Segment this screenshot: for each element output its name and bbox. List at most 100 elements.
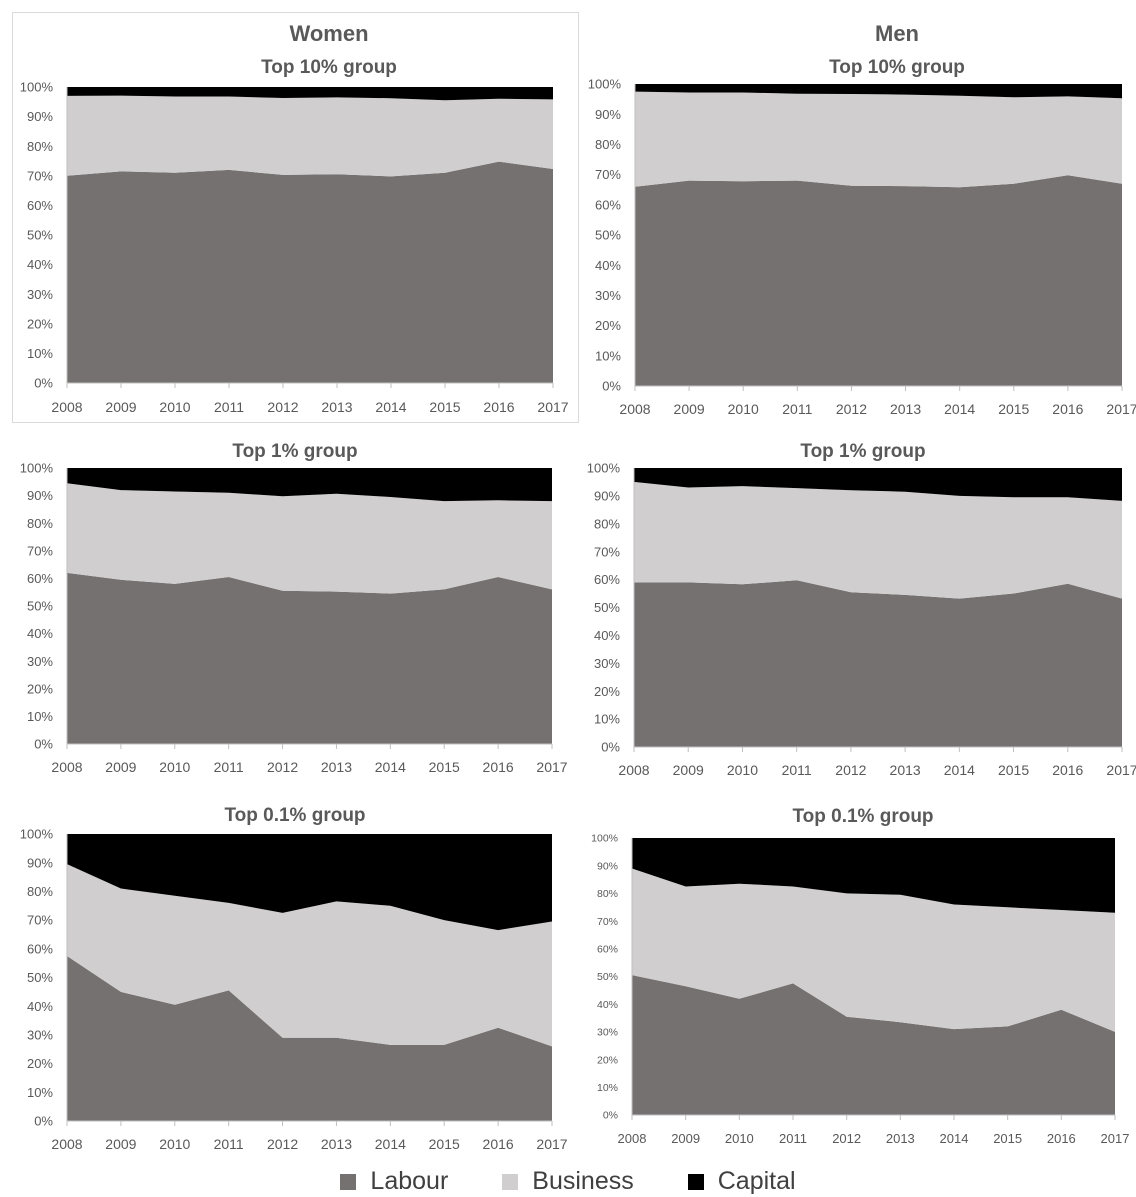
y-tick-label: 90% xyxy=(595,107,621,122)
x-tick-label: 2012 xyxy=(832,1131,861,1146)
y-tick-label: 60% xyxy=(595,197,621,212)
y-tick-label: 0% xyxy=(34,376,53,391)
x-tick-label: 2010 xyxy=(159,399,190,415)
y-tick-label: 100% xyxy=(20,80,54,95)
y-tick-label: 100% xyxy=(20,827,54,842)
x-tick-label: 2011 xyxy=(214,1136,244,1152)
y-tick-label: 0% xyxy=(602,379,621,394)
x-tick-label: 2017 xyxy=(1106,401,1136,417)
y-tick-label: 90% xyxy=(594,488,620,503)
area-business xyxy=(67,483,552,594)
y-tick-label: 20% xyxy=(595,318,621,333)
y-tick-label: 60% xyxy=(597,943,618,955)
x-tick-label: 2016 xyxy=(1052,762,1083,778)
y-tick-label: 30% xyxy=(597,1027,618,1039)
x-tick-label: 2015 xyxy=(429,399,460,415)
x-tick-label: 2012 xyxy=(267,759,298,775)
x-tick-label: 2010 xyxy=(159,1136,190,1152)
legend-swatch-labour xyxy=(340,1173,357,1190)
x-tick-label: 2009 xyxy=(105,1136,136,1152)
x-tick-label: 2011 xyxy=(779,1131,807,1146)
y-tick-label: 40% xyxy=(27,626,53,641)
chart-title: Top 10% group xyxy=(829,57,965,78)
y-tick-label: 0% xyxy=(601,740,620,755)
x-tick-label: 2012 xyxy=(267,399,298,415)
x-tick-label: 2014 xyxy=(375,1136,406,1152)
x-tick-label: 2011 xyxy=(782,401,812,417)
y-tick-label: 50% xyxy=(597,971,618,983)
chart-title: Top 1% group xyxy=(800,441,925,462)
area-business xyxy=(635,91,1122,188)
legend: Labour Business Capital xyxy=(0,1166,1136,1197)
x-tick-label: 2009 xyxy=(105,759,136,775)
x-tick-label: 2015 xyxy=(998,762,1029,778)
x-tick-label: 2008 xyxy=(51,1136,82,1152)
x-tick-label: 2013 xyxy=(321,759,352,775)
x-tick-label: 2015 xyxy=(429,759,460,775)
y-tick-label: 90% xyxy=(27,109,53,124)
y-tick-label: 80% xyxy=(27,884,53,899)
chart-title: Top 0.1% group xyxy=(224,805,365,826)
legend-label-labour: Labour xyxy=(370,1167,449,1195)
area-business xyxy=(634,481,1122,599)
y-tick-label: 50% xyxy=(595,228,621,243)
y-tick-label: 50% xyxy=(27,599,53,614)
y-tick-label: 40% xyxy=(27,999,53,1014)
y-tick-label: 30% xyxy=(27,1027,53,1042)
x-tick-label: 2014 xyxy=(375,759,406,775)
legend-label-capital: Capital xyxy=(717,1167,796,1195)
y-tick-label: 70% xyxy=(27,913,53,928)
y-tick-label: 80% xyxy=(595,137,621,152)
area-labour xyxy=(67,572,552,744)
x-tick-label: 2008 xyxy=(51,759,82,775)
area-labour xyxy=(635,175,1122,386)
y-tick-label: 20% xyxy=(27,316,53,331)
y-tick-label: 100% xyxy=(591,833,618,845)
y-tick-label: 10% xyxy=(595,348,621,363)
chart-title: Top 0.1% group xyxy=(792,806,933,827)
y-tick-label: 0% xyxy=(603,1110,618,1122)
legend-item-labour: Labour xyxy=(340,1167,448,1196)
x-tick-label: 2011 xyxy=(782,762,812,778)
area-capital xyxy=(634,468,1122,501)
y-tick-label: 10% xyxy=(27,1085,53,1100)
area-business xyxy=(67,864,552,1047)
x-tick-label: 2017 xyxy=(536,1136,567,1152)
x-tick-label: 2010 xyxy=(159,759,190,775)
x-tick-label: 2016 xyxy=(483,759,514,775)
x-tick-label: 2011 xyxy=(214,399,244,415)
column-header-men: Men xyxy=(875,21,919,46)
area-labour xyxy=(67,956,552,1121)
y-tick-label: 20% xyxy=(27,1056,53,1071)
area-business xyxy=(632,868,1115,1032)
y-tick-label: 20% xyxy=(27,681,53,696)
chart-men-top-0-1-group: Top 0.1% group 0% 10% 20% 30% 40% 50% 60% 70% 80%… xyxy=(591,806,1129,1146)
y-tick-label: 70% xyxy=(27,543,53,558)
area-capital xyxy=(67,468,552,502)
y-tick-label: 40% xyxy=(595,258,621,273)
x-tick-label: 2014 xyxy=(375,399,406,415)
y-tick-label: 10% xyxy=(27,346,53,361)
y-tick-label: 10% xyxy=(594,712,620,727)
x-tick-label: 2013 xyxy=(321,1136,352,1152)
x-tick-label: 2017 xyxy=(1106,762,1136,778)
chart-women-top-1-group: Top 1% group 0% 10% 20% 30% 40% 50% 60% 70% 80% 90… xyxy=(20,441,568,775)
x-tick-label: 2010 xyxy=(725,1131,754,1146)
y-tick-label: 0% xyxy=(34,737,53,752)
x-tick-label: 2015 xyxy=(429,1136,460,1152)
y-tick-label: 80% xyxy=(27,516,53,531)
legend-label-business: Business xyxy=(532,1167,634,1195)
y-tick-label: 80% xyxy=(27,139,53,154)
x-tick-label: 2017 xyxy=(536,759,567,775)
x-tick-label: 2009 xyxy=(105,399,136,415)
x-tick-label: 2013 xyxy=(890,762,921,778)
area-capital xyxy=(67,834,552,931)
y-tick-label: 30% xyxy=(27,654,53,669)
x-tick-label: 2015 xyxy=(993,1131,1022,1146)
legend-swatch-business xyxy=(502,1173,519,1190)
y-tick-label: 60% xyxy=(27,941,53,956)
panel-frame xyxy=(12,12,579,423)
y-tick-label: 80% xyxy=(597,888,618,900)
chart-men-top-10-group: Top 10% group 0% 10% 20% 30% 40% 50% 60% 70% 80% 9… xyxy=(588,57,1136,417)
